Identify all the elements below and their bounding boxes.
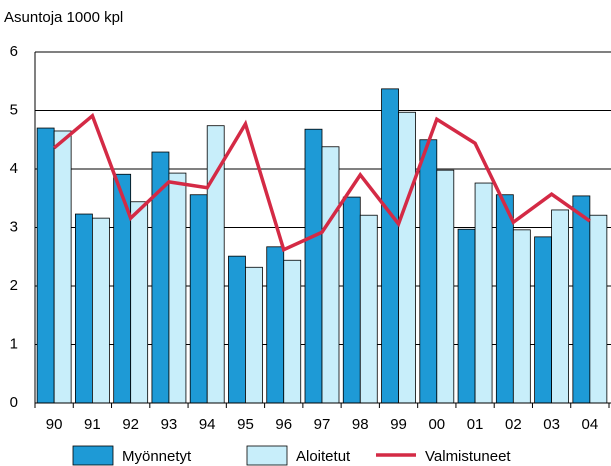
bar [92,217,110,404]
bar [228,255,246,404]
bar [551,209,569,404]
x-tick-label: 90 [46,416,63,433]
y-tick-label: 2 [10,277,18,294]
bar [381,88,399,404]
x-tick-label: 00 [428,416,445,433]
bar [53,130,72,404]
bar [512,229,531,404]
legend-swatch [72,445,114,466]
bar [130,201,149,404]
bar [419,139,438,404]
x-tick-label: 94 [199,416,216,433]
bar [457,228,476,404]
legend-label: Aloitetut [296,448,351,465]
y-tick-label: 5 [10,101,18,118]
legend-swatch [246,445,288,466]
bar [534,236,552,404]
bar [398,111,416,404]
x-tick-label: 97 [314,416,331,433]
x-tick-label: 04 [582,416,599,433]
x-tick-label: 95 [237,416,254,433]
x-tick-label: 02 [505,416,522,433]
bar [359,214,378,404]
bar [283,259,302,404]
x-tick-label: 99 [390,416,407,433]
bar [436,169,455,404]
bar [206,125,225,404]
y-tick-label: 6 [10,43,18,60]
x-tick-label: 98 [352,416,369,433]
y-tick-label: 3 [10,218,18,235]
bar [589,214,608,404]
x-tick-label: 03 [543,416,560,433]
legend-label: Myönnetyt [122,448,192,465]
bar [245,266,263,404]
bar [572,195,591,404]
bar [321,146,340,404]
x-tick-label: 91 [84,416,101,433]
bar [304,128,323,404]
bar [36,127,55,404]
bar [75,213,93,404]
y-tick-label: 4 [10,160,18,177]
x-tick-label: 92 [122,416,139,433]
y-tick-label: 1 [10,335,18,352]
bar [495,194,514,404]
bar [168,172,187,404]
legend-label: Valmistuneet [425,448,511,465]
bar [342,196,361,404]
x-tick-label: 93 [161,416,178,433]
x-tick-label: 01 [467,416,484,433]
line [53,112,591,253]
bar [474,182,493,404]
y-tick-label: 0 [10,394,18,411]
bar [189,194,208,404]
x-tick-label: 96 [275,416,292,433]
bar [266,246,285,404]
chart-title: Asuntoja 1000 kpl [4,9,123,26]
